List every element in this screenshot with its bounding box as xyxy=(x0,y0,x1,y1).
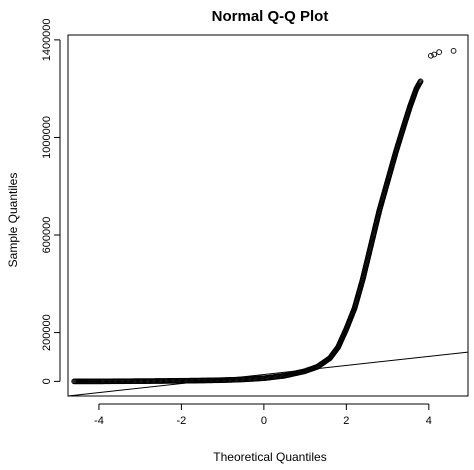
plot-area xyxy=(67,34,469,397)
x-tick-label: -4 xyxy=(94,415,104,427)
x-tick-label: -2 xyxy=(177,415,187,427)
x-tick-label: 2 xyxy=(343,415,349,427)
data-point xyxy=(417,78,424,85)
plot-border xyxy=(67,34,469,397)
x-axis-label: Theoretical Quantiles xyxy=(213,450,326,464)
y-tick-label: 600000 xyxy=(41,217,53,254)
data-point xyxy=(428,52,434,59)
x-axis: -4 -2 0 2 4 xyxy=(94,403,432,427)
y-tick-label: 1000000 xyxy=(41,116,53,159)
y-axis: 0 200000 600000 1000000 1400000 xyxy=(41,18,61,384)
data-points xyxy=(71,47,457,385)
y-tick-label: 1400000 xyxy=(41,18,53,61)
data-point xyxy=(431,51,438,58)
reference-line xyxy=(67,351,469,397)
data-point xyxy=(436,49,442,55)
y-axis-label: Sample Quantiles xyxy=(6,173,20,268)
x-tick-label: 4 xyxy=(426,415,432,427)
y-tick-label: 0 xyxy=(41,378,53,384)
data-point xyxy=(450,47,457,54)
x-tick-label: 0 xyxy=(261,415,267,427)
chart-title: Normal Q-Q Plot xyxy=(212,8,329,25)
y-tick-label: 200000 xyxy=(41,314,53,351)
